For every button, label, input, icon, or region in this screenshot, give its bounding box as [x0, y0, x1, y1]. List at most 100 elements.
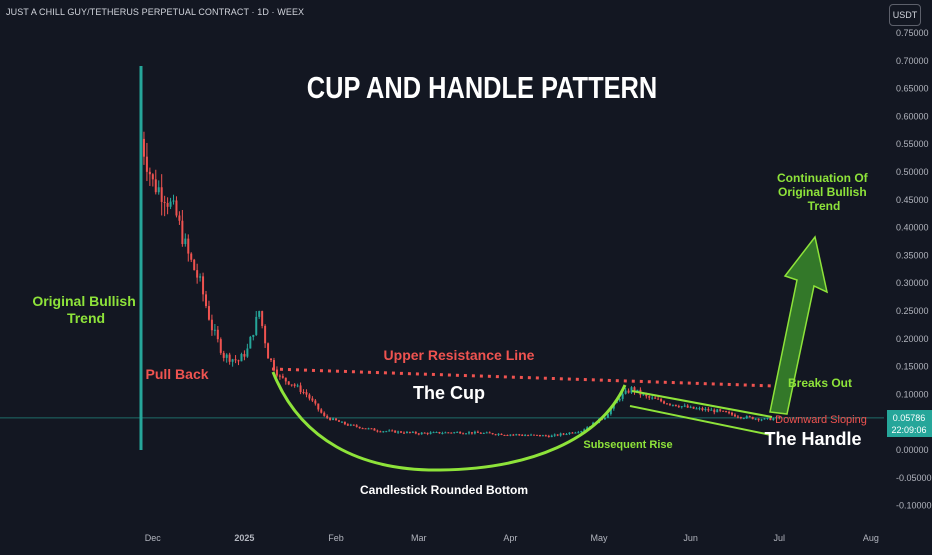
x-tick-label: Jun — [683, 533, 698, 543]
candle-body — [329, 417, 332, 420]
axis-layer: 0.75000 0.70000 0.65000 0.60000 0.55000 0.500… — [145, 28, 932, 543]
candle-body — [213, 329, 216, 331]
candle-body — [326, 415, 329, 418]
candle-body — [651, 397, 654, 399]
candle-body — [216, 329, 219, 340]
candle-body — [240, 354, 243, 362]
candle-body — [751, 416, 754, 420]
candle-body — [710, 409, 713, 411]
y-tick-label: 0.60000 — [896, 111, 929, 121]
candle-body — [509, 434, 512, 436]
candle-body — [701, 408, 704, 411]
candle-body — [524, 435, 527, 437]
subsequent-rise-label: Subsequent Rise — [583, 439, 672, 451]
candle-body — [556, 434, 559, 436]
drawings-layer — [139, 66, 829, 472]
candle-body — [660, 399, 663, 402]
upper-resistance-line-label: Upper Resistance Line — [384, 347, 535, 363]
main-title: CUP AND HANDLE PATTERN — [307, 71, 657, 106]
candle-body — [420, 432, 423, 435]
candle-body — [565, 434, 568, 436]
candle-body — [426, 432, 429, 434]
candle-body — [447, 432, 450, 434]
candle-body — [728, 412, 731, 414]
candle-body — [166, 202, 169, 207]
candle-body — [429, 432, 432, 434]
candle-body — [544, 435, 547, 437]
annotation-text-layer: CUP AND HANDLE PATTERN Original Bullish … — [32, 71, 871, 497]
candle-body — [568, 432, 571, 435]
y-tick-label: 0.75000 — [896, 28, 929, 38]
candle-body — [367, 428, 370, 430]
candle-body — [423, 432, 426, 434]
candle-body — [264, 325, 267, 344]
price-tag-countdown: 22:09:06 — [891, 425, 926, 435]
candle-body — [388, 430, 391, 432]
candle-body — [609, 408, 612, 415]
candle-body — [624, 390, 627, 394]
continuation-label: Continuation Of Original Bullish Trend — [777, 171, 871, 213]
currency-button[interactable]: USDT — [889, 4, 921, 26]
candle-body — [222, 352, 225, 358]
candle-body — [577, 432, 580, 434]
candle-body — [252, 334, 255, 337]
candle-body — [722, 410, 725, 412]
candle-body — [382, 431, 385, 433]
candle-body — [278, 375, 281, 377]
candle-body — [444, 432, 447, 434]
candle-body — [468, 432, 471, 434]
candle-body — [636, 389, 639, 392]
candle-body — [205, 294, 208, 307]
candle-body — [571, 432, 574, 434]
cup-curve — [271, 371, 627, 472]
candle-body — [352, 424, 355, 426]
candle-body — [320, 409, 323, 413]
candle-body — [689, 406, 692, 408]
candle-body — [707, 408, 710, 411]
candle-body — [160, 187, 163, 202]
y-tick-label: 0.30000 — [896, 278, 929, 288]
continuation-line-2: Original Bullish — [778, 185, 867, 199]
candle-body — [281, 376, 284, 378]
candle-body — [335, 418, 338, 421]
original-bullish-trend-label: Original Bullish Trend — [32, 293, 139, 326]
candlestick-rounded-bottom-label: Candlestick Rounded Bottom — [360, 483, 528, 497]
candle-body — [692, 406, 695, 409]
candle-body — [337, 420, 340, 422]
candle-body — [287, 381, 290, 385]
candle-body — [763, 418, 766, 420]
candle-body — [270, 358, 273, 361]
candle-body — [473, 431, 476, 434]
candle-body — [748, 416, 751, 418]
candle-body — [663, 401, 666, 404]
candle-body — [665, 403, 668, 405]
candle-body — [296, 385, 299, 387]
candle-body — [630, 387, 633, 393]
candle-body — [275, 369, 278, 376]
x-tick-label: Apr — [503, 533, 517, 543]
candle-body — [680, 406, 683, 408]
handle-channel-lower — [629, 405, 772, 436]
handle-channel-upper — [631, 390, 773, 418]
candle-body — [512, 434, 515, 436]
candle-body — [497, 433, 500, 435]
candle-body — [343, 421, 346, 425]
candle-body — [530, 434, 533, 436]
candle-body — [408, 431, 411, 433]
candle-body — [772, 418, 775, 421]
candle-body — [411, 431, 414, 433]
candle-body — [157, 187, 160, 193]
candle-body — [713, 409, 716, 413]
y-tick-label: 0.65000 — [896, 84, 929, 94]
candle-body — [261, 311, 264, 326]
candle-body — [535, 434, 538, 436]
candle-body — [311, 398, 314, 401]
candle-body — [391, 430, 394, 432]
candle-body — [725, 411, 728, 413]
candle-body — [757, 418, 760, 421]
candle-body — [479, 432, 482, 434]
candle-body — [151, 174, 154, 180]
pull-back-label: Pull Back — [145, 366, 208, 382]
